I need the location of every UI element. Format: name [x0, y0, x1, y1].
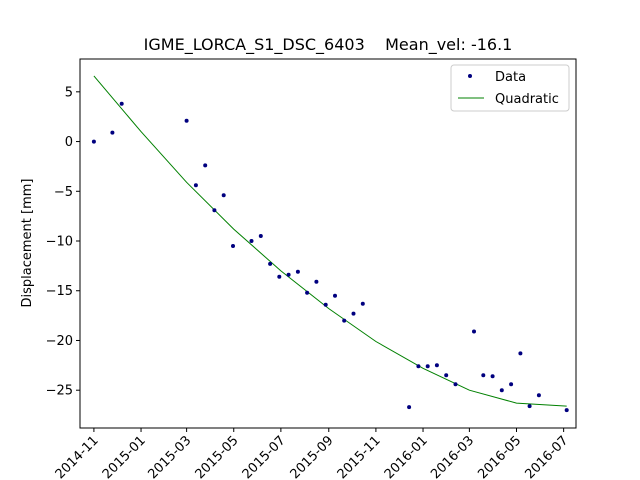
legend-label-data: Data	[495, 70, 526, 85]
y-tick-label: −5	[54, 185, 73, 200]
data-point	[277, 274, 282, 279]
data-point	[268, 261, 273, 266]
data-point	[286, 272, 291, 277]
data-point	[360, 301, 365, 306]
data-point	[184, 118, 189, 123]
plot-area	[91, 75, 569, 413]
data-point	[333, 293, 337, 298]
data-point	[249, 239, 254, 243]
y-tick-label: 5	[65, 85, 73, 100]
legend-label-quadratic: Quadratic	[495, 92, 559, 107]
y-tick-label: −20	[46, 334, 73, 349]
data-point	[425, 364, 430, 369]
data-point	[509, 382, 514, 387]
data-point	[407, 405, 412, 410]
legend-marker-data	[468, 74, 472, 78]
data-point	[231, 244, 235, 248]
series-line-quadratic	[93, 75, 567, 407]
data-point	[203, 163, 208, 168]
data-point	[527, 404, 532, 409]
data-point	[518, 351, 523, 356]
chart-title: IGME_LORCA_S1_DSC_6403 Mean_vel: -16.1	[144, 35, 513, 55]
data-point	[444, 373, 449, 378]
data-point	[351, 311, 356, 316]
legend: Data Quadratic	[450, 64, 570, 112]
data-point	[472, 329, 476, 334]
data-point	[323, 302, 328, 307]
data-point	[416, 364, 421, 369]
y-tick-label: −10	[46, 235, 73, 250]
data-point	[295, 269, 300, 274]
data-point	[453, 382, 458, 387]
data-point	[119, 101, 124, 106]
y-tick-label: 0	[65, 135, 73, 150]
data-point	[212, 208, 217, 213]
data-point	[110, 130, 115, 135]
y-axis-label: Displacement [mm]	[20, 179, 35, 308]
data-point	[193, 183, 198, 188]
data-point	[434, 363, 439, 368]
series-data-points	[91, 101, 569, 413]
y-axis-ticks: 5 0 −5 −10 −15 −20 −25	[46, 85, 80, 399]
data-point	[481, 373, 486, 378]
legend-box	[450, 64, 570, 112]
data-point	[490, 374, 495, 379]
data-point	[564, 408, 569, 413]
axes-frame	[79, 58, 577, 429]
y-tick-label: −15	[46, 284, 73, 299]
data-point	[221, 193, 226, 198]
data-point	[305, 290, 310, 295]
data-point	[258, 234, 263, 238]
data-point	[342, 318, 347, 323]
data-point	[499, 388, 504, 393]
data-point	[91, 139, 96, 144]
y-tick-label: −25	[46, 384, 73, 399]
data-point	[536, 393, 541, 398]
data-point	[314, 279, 319, 284]
